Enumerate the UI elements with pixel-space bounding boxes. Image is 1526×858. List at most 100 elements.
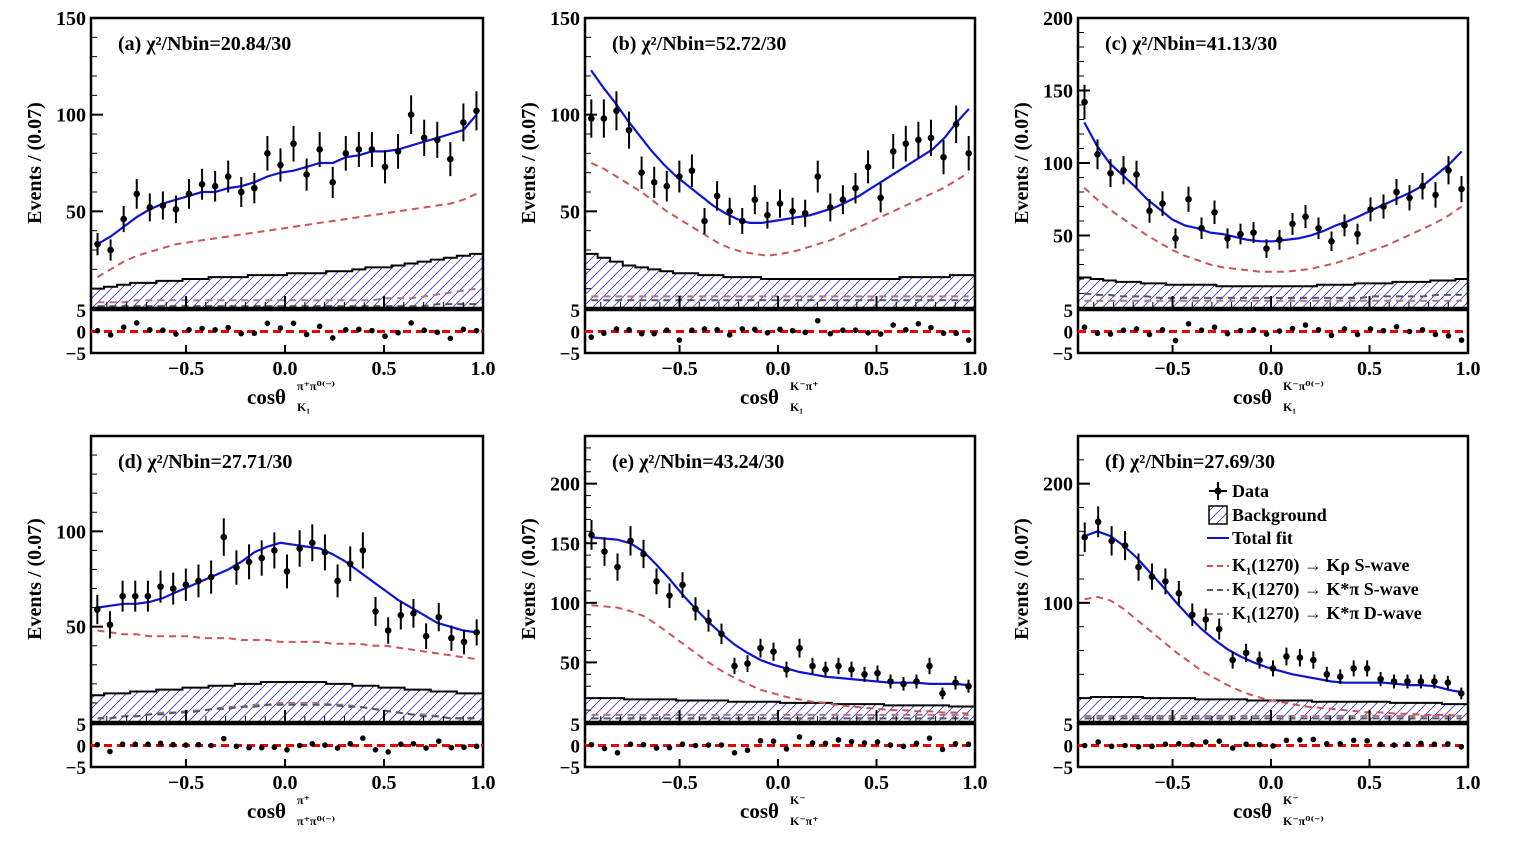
x-tick-label: 0.5 [864, 358, 889, 380]
data-point [731, 657, 738, 675]
pull-point [676, 337, 683, 343]
data-point [1108, 526, 1115, 556]
data-point [1189, 603, 1196, 627]
pull-point [132, 741, 139, 748]
data-point [195, 564, 202, 598]
data-point [460, 103, 467, 142]
pull-tick-label: −5 [1053, 758, 1073, 779]
data-point [1406, 185, 1413, 211]
data-point [1269, 660, 1277, 677]
pull-point [347, 740, 354, 747]
x-tick-label: −0.5 [661, 358, 697, 380]
data-point [751, 185, 759, 215]
chart-panel-f: 100 200 −0.5 0.0 0.5 1.0 50−5 (f) χ²/Nbin=27.69… [1011, 434, 1481, 828]
data-point [1198, 217, 1205, 240]
data-point [889, 134, 897, 169]
y-tick-label: 100 [56, 105, 86, 127]
data-point [447, 142, 454, 177]
pull-point [220, 735, 227, 742]
pull-point [952, 740, 959, 747]
data-point [614, 553, 621, 581]
data-point [666, 583, 673, 608]
data-point [1328, 231, 1335, 252]
data-point [1315, 217, 1322, 240]
pull-point [1431, 741, 1438, 748]
data-point [381, 150, 389, 184]
krho-s-wave-curve [96, 192, 477, 278]
kstar-s-wave-curve [97, 303, 477, 308]
pull-point [251, 330, 258, 337]
main-frame [583, 16, 977, 310]
x-tick-label: −0.5 [168, 772, 204, 794]
x-axis-label-superscript: K⁻ [790, 793, 806, 807]
panel-title: (f) χ²/Nbin=27.69/30 [1105, 451, 1275, 473]
pull-point [258, 744, 265, 751]
pull-point [329, 335, 336, 341]
data-point [650, 166, 658, 198]
total-fit-curve [591, 536, 969, 687]
data-point [625, 111, 633, 149]
pull-point [277, 325, 284, 331]
pull-point [1297, 737, 1303, 743]
pull-point [651, 330, 657, 337]
pull-point [1315, 326, 1322, 333]
data-point [359, 532, 367, 569]
data-point [676, 160, 683, 193]
data-point [757, 638, 764, 658]
data-point [120, 205, 127, 233]
data-point [726, 197, 733, 226]
pull-point [1172, 337, 1179, 344]
y-tick-label: 100 [550, 105, 580, 127]
pull-point [107, 748, 113, 755]
pull-tick-label: −5 [66, 344, 86, 365]
data-point [638, 156, 645, 189]
data-point [1393, 179, 1400, 205]
panel-title: (d) χ²/Nbin=27.71/30 [118, 451, 292, 473]
pull-point [588, 334, 595, 340]
x-axis-label: cosθ [1233, 385, 1272, 409]
data-point [814, 160, 822, 193]
data-point [1390, 674, 1398, 689]
main-frame [89, 434, 485, 724]
pull-point [423, 745, 429, 751]
data-point [264, 136, 271, 171]
x-axis-label-subscript: K₁ [297, 400, 310, 414]
pull-point [1458, 743, 1465, 750]
pull-point [939, 746, 946, 753]
data-point [119, 580, 126, 612]
pull-point [1146, 331, 1153, 338]
kstar-s-wave-curve [97, 703, 477, 720]
x-tick-label: 1.0 [963, 358, 988, 380]
background-histogram [584, 252, 976, 309]
pull-point [1323, 740, 1330, 747]
data-point [277, 148, 284, 182]
legend-krho-label: K₁(1270) → Kρ S-wave [1232, 555, 1410, 576]
x-axis-label-subscript: K⁻π⁰⁽⁻⁾ [1283, 814, 1324, 828]
data-point [1094, 139, 1101, 170]
pull-point [1202, 739, 1209, 745]
pull-point [1328, 332, 1335, 339]
pull-point [334, 745, 341, 751]
data-point [1133, 160, 1140, 189]
data-point [233, 550, 240, 585]
data-point [1224, 228, 1231, 249]
data-point [1419, 172, 1426, 200]
data-point [852, 172, 859, 204]
pull-point [1289, 325, 1296, 332]
data-point [258, 540, 266, 576]
pull-point [689, 327, 695, 334]
data-point [107, 239, 114, 261]
data-point [433, 121, 441, 158]
data-point [1354, 223, 1361, 245]
y-tick-label: 200 [1043, 8, 1073, 30]
data-point [1445, 156, 1452, 185]
data-point [926, 657, 933, 675]
pull-point [434, 329, 441, 336]
data-point [473, 91, 480, 131]
x-tick-label: 0.5 [372, 772, 397, 794]
y-tick-label: 100 [1043, 593, 1073, 615]
pull-tick-label: −5 [66, 758, 86, 779]
x-axis-label-superscript: K⁻π⁺ [790, 379, 819, 393]
